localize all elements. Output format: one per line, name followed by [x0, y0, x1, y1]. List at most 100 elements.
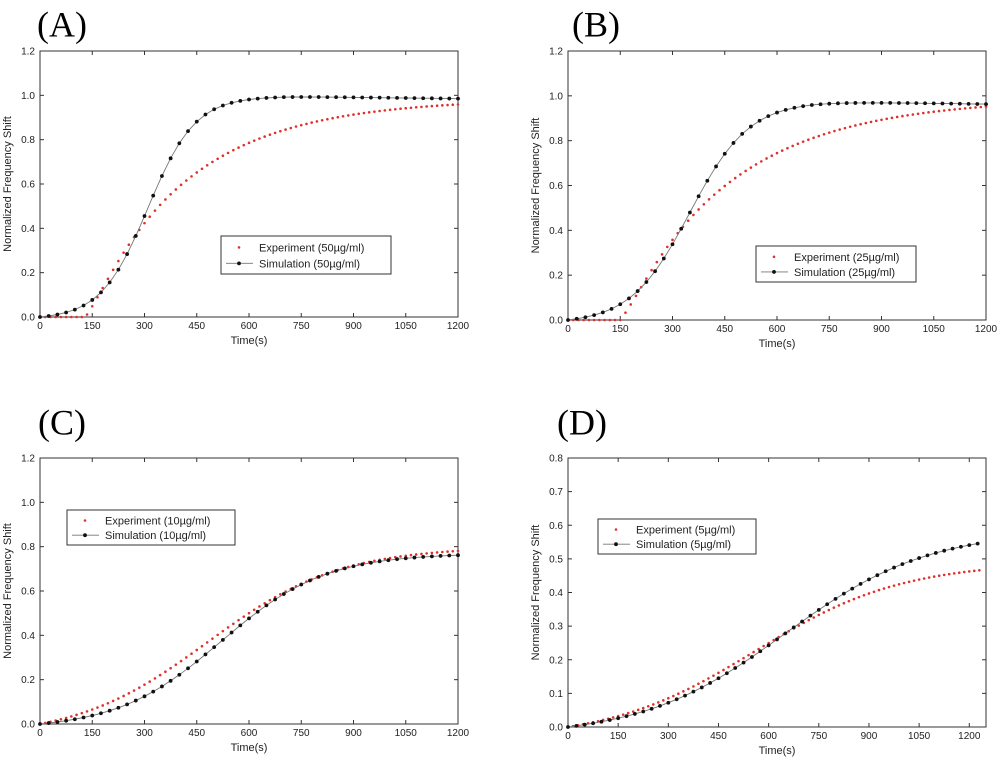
experiment-point	[310, 121, 314, 124]
experiment-point	[852, 597, 856, 601]
experiment-point	[979, 105, 983, 109]
experiment-point	[284, 590, 287, 593]
experiment-point	[697, 208, 700, 211]
experiment-point	[592, 318, 596, 322]
experiment-point	[984, 105, 988, 108]
experiment-point	[169, 666, 172, 670]
simulation-point	[957, 101, 962, 106]
experiment-point	[420, 105, 423, 109]
experiment-point	[90, 708, 94, 711]
experiment-point	[775, 151, 779, 155]
legend: Experiment (10µg/ml) Simulation (10µg/ml)	[66, 509, 236, 546]
experiment-point	[952, 572, 956, 575]
x-tick-label: 0	[565, 324, 571, 335]
experiment-point	[232, 622, 235, 626]
experiment-point	[247, 611, 251, 615]
experiment-point	[383, 557, 387, 561]
experiment-point	[890, 116, 894, 120]
simulation-point	[421, 96, 426, 101]
simulation-point	[808, 613, 813, 618]
legend-experiment-label: Experiment (5µg/ml)	[636, 525, 735, 537]
simulation-point	[666, 700, 671, 705]
legend-simulation-label: Simulation (25µg/ml)	[794, 267, 895, 279]
simulation-point	[264, 96, 269, 100]
simulation-point	[583, 315, 588, 320]
simulation-point	[151, 193, 156, 198]
experiment-point	[922, 111, 925, 115]
experiment-point	[864, 121, 868, 125]
experiment-point	[892, 584, 896, 587]
y-tick-label: 0.2	[21, 268, 35, 279]
simulation-point	[708, 681, 713, 685]
experiment-point	[111, 699, 115, 703]
simulation-point	[386, 95, 391, 100]
simulation-point	[733, 666, 738, 670]
simulation-point	[731, 141, 736, 145]
experiment-point	[284, 128, 287, 131]
experiment-point	[341, 114, 345, 118]
simulation-line	[567, 102, 987, 321]
y-tick-label: 0.8	[549, 454, 563, 465]
experiment-point	[137, 686, 141, 689]
experiment-point	[817, 613, 821, 617]
experiment-point	[880, 118, 883, 122]
experiment-point	[106, 701, 110, 705]
experiment-point	[425, 552, 428, 555]
x-tick-label: 1050	[923, 324, 946, 335]
experiment-point	[867, 592, 871, 595]
chart-panel-b: (B) 0 150 300 450 600 750 900 1050 1200 0.0 0.2 0.4 0…	[530, 4, 998, 350]
x-tick-label: 750	[293, 728, 310, 739]
simulation-point	[599, 719, 604, 724]
simulation-point	[716, 676, 721, 681]
simulation-point	[674, 697, 679, 702]
simulation-point	[220, 637, 225, 642]
experiment-point	[404, 106, 408, 110]
simulation-point	[38, 315, 42, 319]
experiment-point	[932, 575, 936, 578]
experiment-point	[143, 221, 146, 225]
simulation-point	[290, 95, 295, 99]
x-tick-label: 300	[136, 728, 153, 739]
simulation-point	[412, 96, 417, 101]
y-tick-label: 0.4	[549, 226, 563, 237]
legend-simulation-marker	[614, 542, 618, 547]
experiment-point	[887, 585, 891, 589]
x-tick-label: 450	[710, 731, 727, 742]
simulation-point	[369, 95, 373, 100]
experiment-point	[953, 108, 956, 111]
experiment-point	[64, 716, 68, 720]
experiment-point	[185, 656, 188, 659]
simulation-point	[841, 591, 846, 596]
experiment-point	[626, 711, 630, 715]
y-tick-label: 0.8	[21, 135, 35, 146]
simulation-point	[447, 96, 452, 101]
simulation-point	[775, 637, 779, 642]
simulation-point	[641, 709, 646, 714]
experiment-point	[205, 163, 209, 167]
simulation-point	[142, 694, 147, 699]
experiment-point	[869, 120, 873, 124]
experiment-point	[435, 551, 439, 554]
experiment-point	[148, 680, 152, 683]
simulation-point	[238, 98, 243, 103]
simulation-point	[72, 307, 77, 312]
experiment-point	[122, 251, 125, 254]
experiment-point	[847, 599, 851, 603]
simulation-point	[38, 722, 42, 726]
experiment-point	[598, 318, 601, 322]
experiment-point	[75, 315, 78, 319]
experiment-point	[117, 259, 120, 263]
y-tick-label: 0.0	[549, 723, 563, 734]
experiment-point	[822, 132, 826, 136]
experiment-point	[660, 253, 664, 256]
experiment-point	[237, 618, 240, 622]
experiment-point	[216, 633, 219, 637]
simulation-point	[99, 290, 103, 295]
experiment-point	[843, 126, 847, 130]
experiment-point	[237, 146, 240, 149]
plot-frame	[39, 50, 459, 318]
experiment-point	[420, 552, 423, 556]
panel-label: (A)	[37, 4, 87, 44]
experiment-point	[388, 108, 392, 112]
legend-box	[66, 509, 236, 546]
